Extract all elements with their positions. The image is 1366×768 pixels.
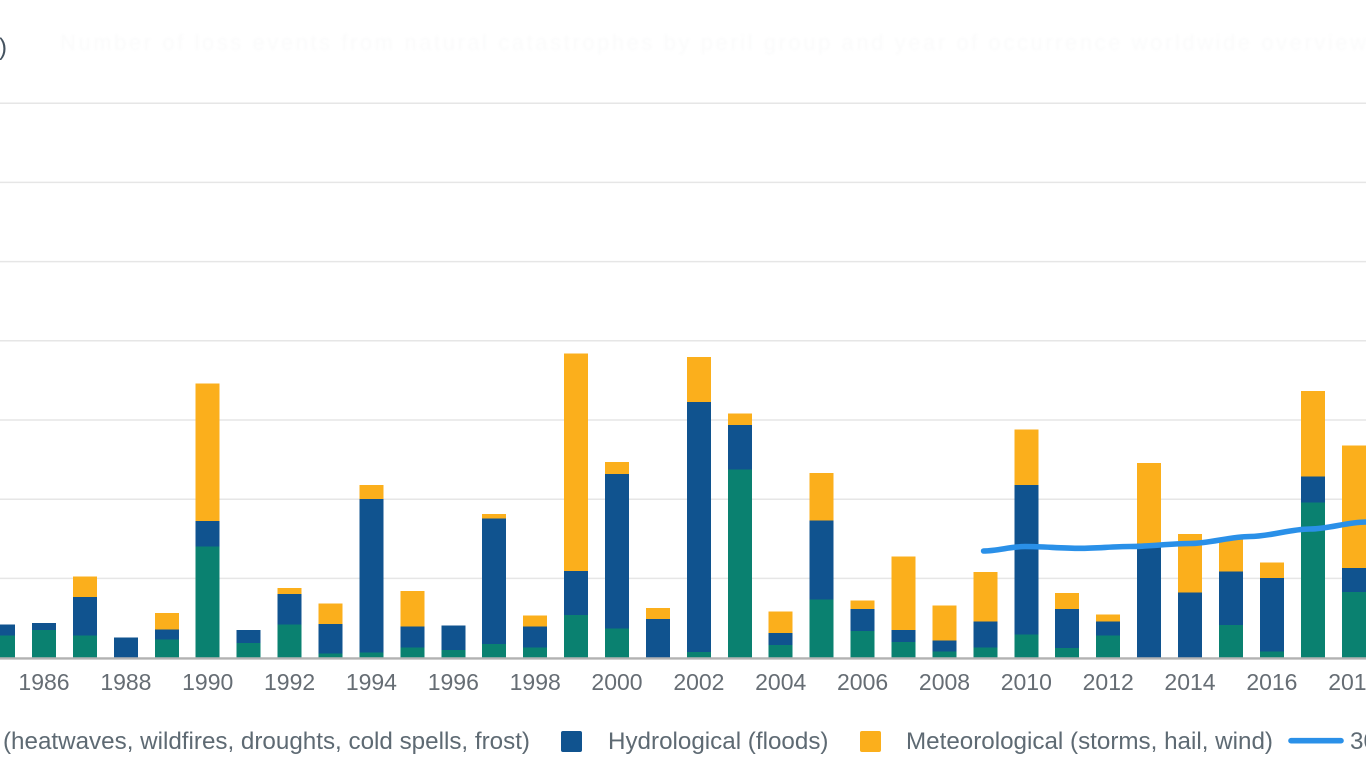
svg-text:30-year average: 30-year average: [1350, 728, 1366, 755]
svg-text:2004: 2004: [755, 669, 806, 695]
svg-text:2018: 2018: [1328, 669, 1366, 695]
svg-text:2014: 2014: [1164, 669, 1215, 695]
svg-text:1996: 1996: [428, 669, 479, 695]
svg-text:Hydrological (floods): Hydrological (floods): [608, 728, 828, 755]
svg-text:2016: 2016: [1246, 669, 1297, 695]
svg-text:2012: 2012: [1083, 669, 1134, 695]
svg-text:1986: 1986: [18, 669, 69, 695]
svg-text:1988: 1988: [100, 669, 151, 695]
svg-text:Meteorological (storms, hail,: Meteorological (storms, hail, wind): [906, 728, 1273, 755]
svg-text:1998: 1998: [510, 669, 561, 695]
svg-text:1994: 1994: [346, 669, 397, 695]
svg-text:(heatwaves, wildfires, drought: (heatwaves, wildfires, droughts, cold sp…: [3, 728, 530, 755]
svg-text:): ): [0, 34, 7, 61]
svg-text:2010: 2010: [1001, 669, 1052, 695]
svg-text:2000: 2000: [591, 669, 642, 695]
svg-text:1990: 1990: [182, 669, 233, 695]
svg-text:2002: 2002: [673, 669, 724, 695]
svg-text:2008: 2008: [919, 669, 970, 695]
svg-text:1992: 1992: [264, 669, 315, 695]
svg-text:2006: 2006: [837, 669, 888, 695]
